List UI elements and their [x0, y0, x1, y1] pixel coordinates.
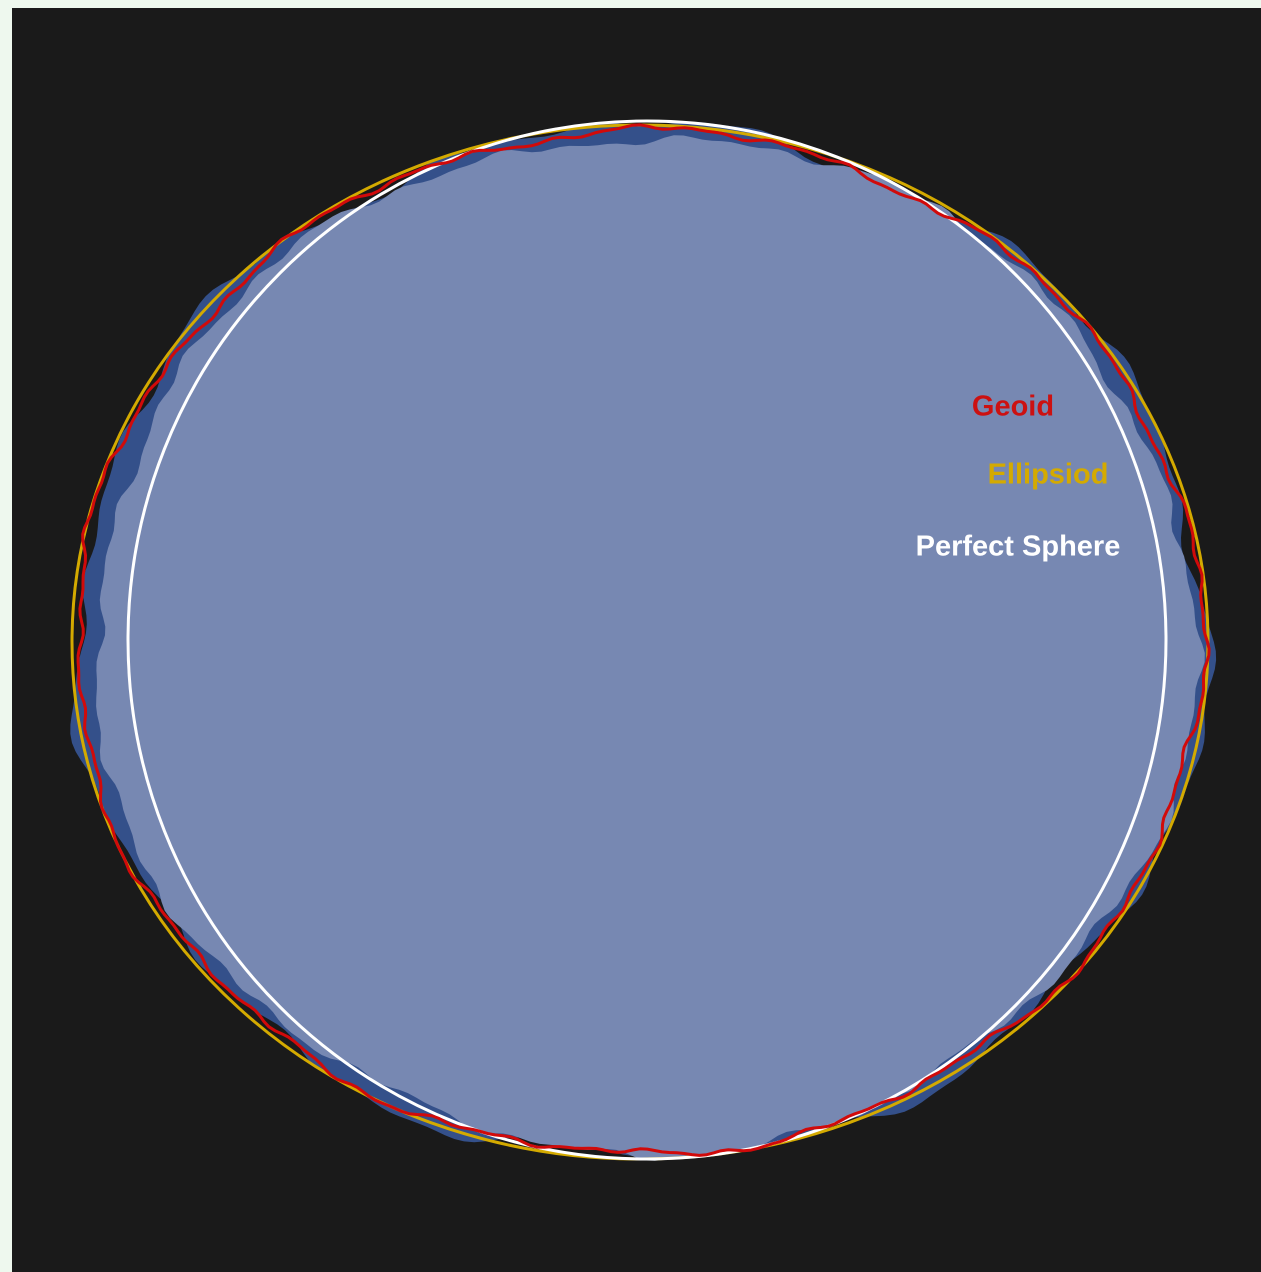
sphere-label: Perfect Sphere: [916, 531, 1121, 563]
ellipsoid-label: Ellipsiod: [988, 459, 1109, 491]
earth-surface: [96, 135, 1205, 1161]
perfect-sphere: [126, 119, 1168, 1161]
geoid-label: Geoid: [972, 391, 1054, 423]
geoid: [76, 123, 1211, 1157]
